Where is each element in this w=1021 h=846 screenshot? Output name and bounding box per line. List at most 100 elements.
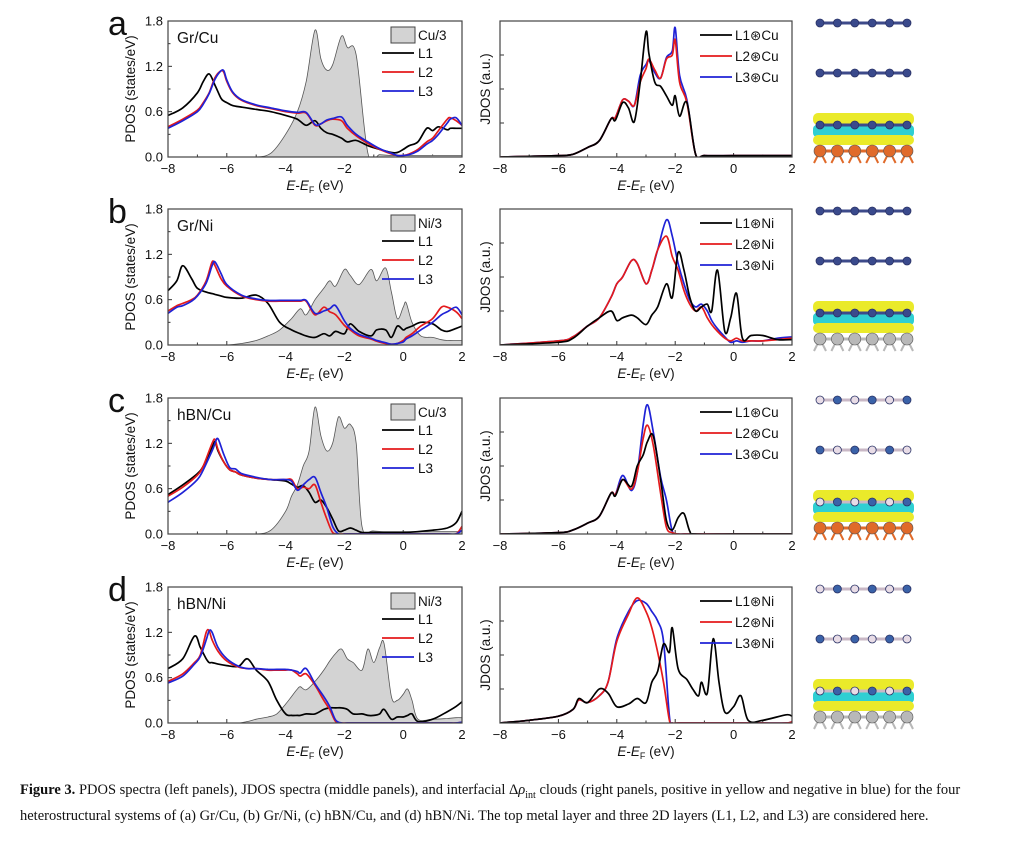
pdos-area-Cu-3 [168, 29, 462, 157]
legend-label: L3 [418, 84, 433, 99]
pdos-xlabel: E-EF (eV) [286, 178, 343, 195]
boron-atom [815, 497, 825, 507]
layer-L1 [815, 686, 912, 696]
legend-label: L2⊛Cu [735, 49, 779, 64]
jdos-xlabel: E-EF (eV) [617, 744, 674, 761]
jdos-xtick-label: −6 [551, 727, 566, 742]
pdos-xtick-label: 2 [458, 161, 465, 176]
pdos-ytick-label: 0.0 [145, 527, 163, 542]
structure-image [813, 206, 914, 352]
pdos-xtick-label: −2 [337, 727, 352, 742]
nickel-atom [900, 710, 914, 724]
carbon-atom [885, 68, 894, 78]
legend-label: L1⊛Cu [735, 28, 779, 43]
pdos-line-L1 [168, 264, 462, 339]
carbon-atom [867, 206, 877, 216]
legend-label: L3 [418, 272, 433, 287]
structure-image [813, 18, 914, 164]
pdos-ytick-label: 1.8 [145, 580, 163, 595]
copper-atom [865, 521, 879, 535]
carbon-atom [833, 206, 842, 216]
pdos-area-Cu-3 [168, 407, 462, 534]
jdos-legend: L1⊛Ni L2⊛Ni L3⊛Ni [700, 594, 774, 651]
pdos-xtick-label: 0 [400, 727, 407, 742]
copper-atom [900, 144, 914, 158]
legend-label: Ni/3 [418, 594, 442, 609]
layer-L3 [815, 18, 912, 28]
cloud-positive [813, 679, 914, 691]
jdos-legend: L1⊛Cu L2⊛Cu L3⊛Cu [700, 28, 779, 85]
cloud-positive [813, 701, 914, 711]
legend-label: L2 [418, 631, 433, 646]
pdos-chart: −8 −6 −4 −2 0 2 E-EF (eV) 0.0 0.6 1.2 1.8 PDOS (sta… [123, 14, 466, 196]
nickel-atom [848, 332, 862, 346]
pdos-line-L2 [168, 260, 462, 345]
pdos-xlabel: E-EF (eV) [286, 555, 343, 572]
pdos-ytick-label: 0.0 [145, 338, 163, 353]
jdos-xtick-label: 2 [788, 727, 795, 742]
figure-caption: Figure 3. PDOS spectra (left panels), JD… [20, 780, 1005, 826]
boron-atom [850, 686, 860, 696]
nitrogen-atom [850, 634, 860, 644]
carbon-atom [902, 120, 912, 130]
jdos-line-L3⊛Cu [500, 403, 792, 534]
legend-swatch-metal [390, 26, 416, 44]
copper-atom [883, 521, 896, 535]
jdos-frame [499, 208, 793, 346]
pdos-area-Ni-3 [168, 267, 462, 345]
legend-label: L1⊛Ni [735, 216, 774, 231]
layer-L2 [815, 445, 912, 455]
carbon-atom [902, 18, 912, 28]
boron-atom [885, 584, 894, 594]
copper-atom [831, 521, 844, 535]
structure-image [813, 395, 914, 541]
panel-letter: b [108, 193, 127, 231]
nickel-atom [900, 332, 914, 346]
jdos-xlabel: E-EF (eV) [617, 178, 674, 195]
boron-atom [833, 634, 842, 644]
pdos-xtick-label: −4 [278, 349, 293, 364]
boron-atom [885, 686, 894, 696]
pdos-xtick-label: −2 [337, 349, 352, 364]
jdos-frame [499, 586, 793, 724]
jdos-line-L1⊛Ni [500, 626, 792, 723]
nitrogen-atom [902, 497, 912, 507]
nitrogen-atom [833, 686, 842, 696]
legend-label: L2⊛Cu [735, 426, 779, 441]
nitrogen-atom [833, 497, 842, 507]
charge-cloud [813, 490, 914, 522]
jdos-xtick-label: −6 [551, 538, 566, 553]
caption-text-2: clouds (right panels, positive in yellow… [20, 782, 961, 824]
nickel-atom [813, 332, 827, 346]
pdos-legend: Cu/3 L1 L2 L3 [382, 26, 447, 99]
carbon-atom [885, 256, 894, 266]
copper-atom [831, 144, 844, 158]
nitrogen-atom [902, 395, 912, 405]
boron-atom [833, 445, 842, 455]
legend-label: L2 [418, 253, 433, 268]
pdos-frame [167, 208, 463, 346]
panel-b: b −8 −6 −4 −2 0 2 E-EF (eV) 0.0 0.6 1.2 1.8 PDOS (st… [108, 193, 914, 383]
nitrogen-atom [867, 584, 877, 594]
legend-label: L3 [418, 650, 433, 665]
pdos-ylabel: PDOS (states/eV) [123, 35, 138, 142]
copper-atom [848, 521, 862, 535]
pdos-xtick-label: −6 [219, 727, 234, 742]
carbon-atom [850, 206, 860, 216]
caption-text-1: PDOS spectra (left panels), JDOS spectra… [75, 782, 519, 798]
pdos-plot-area [168, 628, 462, 723]
layer-L1 [815, 308, 912, 318]
pdos-xtick-label: −4 [278, 727, 293, 742]
cloud-positive [813, 490, 914, 502]
nickel-atom [831, 710, 844, 724]
pdos-area-edge [168, 267, 462, 345]
copper-atom [900, 521, 914, 535]
jdos-frame [499, 397, 793, 535]
layer-L1 [815, 497, 912, 507]
carbon-atom [850, 18, 860, 28]
pdos-line-L2 [168, 628, 462, 723]
jdos-line-L2⊛Ni [500, 235, 792, 345]
pdos-legend: Cu/3 L1 L2 L3 [382, 403, 447, 476]
pdos-xtick-label: 0 [400, 349, 407, 364]
jdos-chart: −8 −6 −4 −2 0 2 E-EF (eV) JDOS (a.u.) L1⊛Ni L2⊛Ni… [478, 208, 796, 383]
